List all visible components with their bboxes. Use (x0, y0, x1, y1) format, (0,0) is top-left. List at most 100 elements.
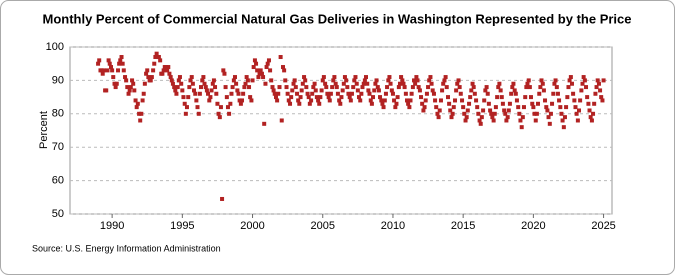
data-point (356, 95, 361, 100)
source-note: Source: U.S. Energy Information Administ… (32, 243, 221, 253)
data-point (307, 101, 312, 106)
data-point (413, 81, 418, 86)
data-point (548, 111, 553, 116)
data-point (225, 105, 230, 110)
data-point (477, 118, 482, 123)
data-point (120, 61, 125, 66)
data-point (241, 91, 246, 96)
data-point (402, 85, 407, 90)
data-point (525, 81, 530, 86)
data-point (393, 105, 398, 110)
data-point (197, 91, 202, 96)
data-point (175, 85, 180, 90)
data-point (500, 101, 505, 106)
data-point (215, 101, 220, 106)
data-point (105, 68, 110, 73)
data-point (116, 68, 121, 73)
data-point (314, 95, 319, 100)
data-point (202, 81, 207, 86)
data-point (410, 85, 415, 90)
data-point (430, 88, 435, 93)
data-point (574, 111, 579, 116)
data-point (396, 85, 401, 90)
data-point (585, 95, 590, 100)
data-point (584, 85, 589, 90)
data-point (339, 95, 344, 100)
data-point (404, 98, 409, 103)
data-point (388, 81, 393, 86)
data-point (199, 85, 204, 90)
data-point (394, 101, 399, 106)
data-point (547, 121, 552, 126)
data-point (328, 91, 333, 96)
data-point (454, 88, 459, 93)
data-point (498, 88, 503, 93)
data-point (397, 81, 402, 86)
data-point (238, 101, 243, 106)
data-point (553, 78, 558, 83)
data-point (571, 91, 576, 96)
data-point (511, 81, 516, 86)
data-point (261, 75, 266, 80)
data-point (281, 65, 286, 70)
data-point (293, 85, 298, 90)
data-point (462, 111, 467, 116)
data-point (131, 81, 136, 86)
data-point (210, 81, 215, 86)
chart-title: Monthly Percent of Commercial Natural Ga… (42, 11, 631, 26)
data-point (134, 105, 139, 110)
data-point (481, 108, 486, 113)
data-point (195, 105, 200, 110)
data-point (130, 78, 135, 83)
data-point (127, 88, 132, 93)
data-point (190, 81, 195, 86)
data-point (347, 95, 352, 100)
data-point (135, 101, 140, 106)
data-point (97, 58, 102, 63)
data-point (137, 111, 142, 116)
data-point (428, 75, 433, 80)
data-point (567, 78, 572, 83)
data-point (596, 81, 601, 86)
data-point (207, 98, 212, 103)
data-point (158, 58, 163, 63)
data-point (427, 78, 432, 83)
data-point (482, 98, 487, 103)
data-point (183, 111, 188, 116)
data-point (463, 118, 468, 123)
data-point (166, 65, 171, 70)
data-point (153, 55, 158, 60)
data-point (330, 85, 335, 90)
data-point (578, 98, 583, 103)
data-point (302, 75, 307, 80)
data-point (110, 68, 115, 73)
data-point (557, 98, 562, 103)
data-point (436, 115, 441, 120)
data-point (236, 91, 241, 96)
data-point (457, 85, 462, 90)
data-point (550, 101, 555, 106)
data-point (297, 101, 302, 106)
data-point (223, 85, 228, 90)
data-point (367, 91, 372, 96)
data-point (443, 75, 448, 80)
data-point (132, 88, 137, 93)
data-point (298, 95, 303, 100)
data-point (285, 91, 290, 96)
data-point (369, 101, 374, 106)
data-point (580, 81, 585, 86)
data-point (272, 91, 277, 96)
data-point (180, 88, 185, 93)
data-point (284, 85, 289, 90)
data-point (569, 81, 574, 86)
data-point (412, 78, 417, 83)
data-point (304, 85, 309, 90)
data-point (334, 85, 339, 90)
data-point (255, 68, 260, 73)
data-point (444, 85, 449, 90)
data-point (118, 58, 123, 63)
data-point (513, 91, 518, 96)
data-point (318, 95, 323, 100)
data-point (426, 85, 431, 90)
data-point (191, 88, 196, 93)
